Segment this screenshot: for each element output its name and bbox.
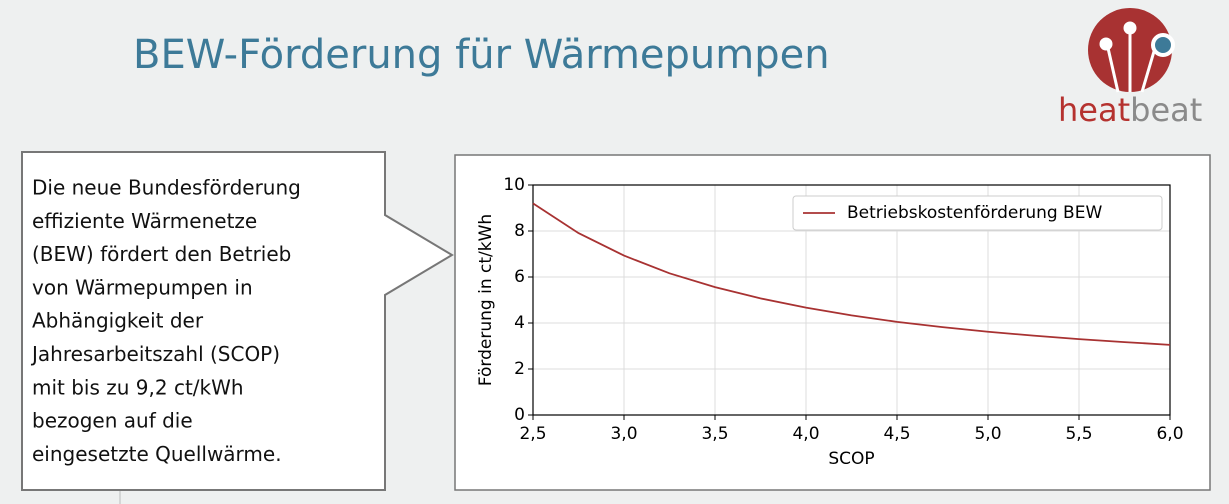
legend-label: Betriebskostenförderung BEW [847,203,1102,223]
y-tick-label: 4 [514,313,525,333]
callout-line: effiziente Wärmenetze [32,209,257,233]
x-axis-label: SCOP [828,449,874,469]
logo-beat: beat [1130,91,1202,129]
y-tick-label: 8 [514,221,525,241]
x-tick-label: 6,0 [1156,424,1183,444]
x-tick-label: 3,5 [701,424,728,444]
callout-line: Jahresarbeitszahl (SCOP) [30,342,280,366]
callout-line: (BEW) fördert den Betrieb [32,242,291,266]
logo-icon [1099,21,1175,93]
x-tick-label: 3,0 [610,424,637,444]
callout-box [21,151,454,491]
callout-line: mit bis zu 9,2 ct/kWh [32,375,244,399]
callout-text: Die neue Bundesförderung effiziente Wärme… [30,176,301,466]
x-tick-label: 4,0 [792,424,819,444]
x-tick-label: 2,5 [519,424,546,444]
x-tick-label: 5,0 [974,424,1001,444]
callout-line: Abhängigkeit der [32,309,204,333]
callout-line: bezogen auf die [32,409,193,433]
x-tick-label: 5,5 [1065,424,1092,444]
y-tick-label: 2 [514,359,525,379]
logo-heat: heat [1058,91,1130,129]
y-axis-label: Förderung in ct/kWh [476,214,496,386]
logo-text: heatbeat [1058,91,1202,129]
callout-line: von Wärmepumpen in [32,275,253,299]
callout-line: Die neue Bundesförderung [32,176,301,200]
logo: heatbeat [1058,8,1202,129]
chart: 0 2 4 6 8 10 2,5 3,0 3,5 4,0 4,5 5,0 5,5 6,0 SCOP Förde… [476,175,1184,469]
plot-area [532,184,1171,416]
data-line [532,202,1171,346]
y-tick-label: 10 [503,175,525,195]
slide-title: BEW-Förderung für Wärmepumpen [133,32,830,78]
callout-line: eingesetzte Quellwärme. [32,442,282,466]
y-tick-label: 6 [514,267,525,287]
legend-box [792,195,1163,231]
x-tick-label: 4,5 [883,424,910,444]
y-tick-label: 0 [514,405,525,425]
